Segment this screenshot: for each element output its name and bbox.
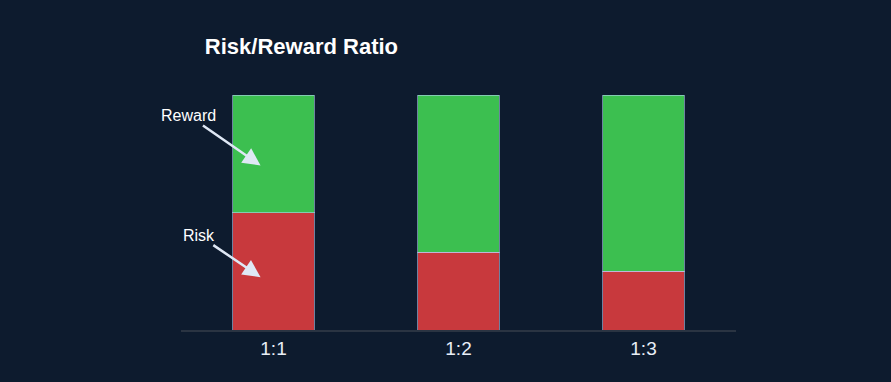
svg-text:1:2: 1:2 xyxy=(445,338,471,359)
svg-text:1:3: 1:3 xyxy=(630,338,656,359)
svg-text:Risk/Reward Ratio: Risk/Reward Ratio xyxy=(205,34,398,59)
svg-text:1:1: 1:1 xyxy=(260,338,286,359)
svg-text:Reward: Reward xyxy=(161,107,216,124)
svg-text:Risk: Risk xyxy=(183,227,215,244)
